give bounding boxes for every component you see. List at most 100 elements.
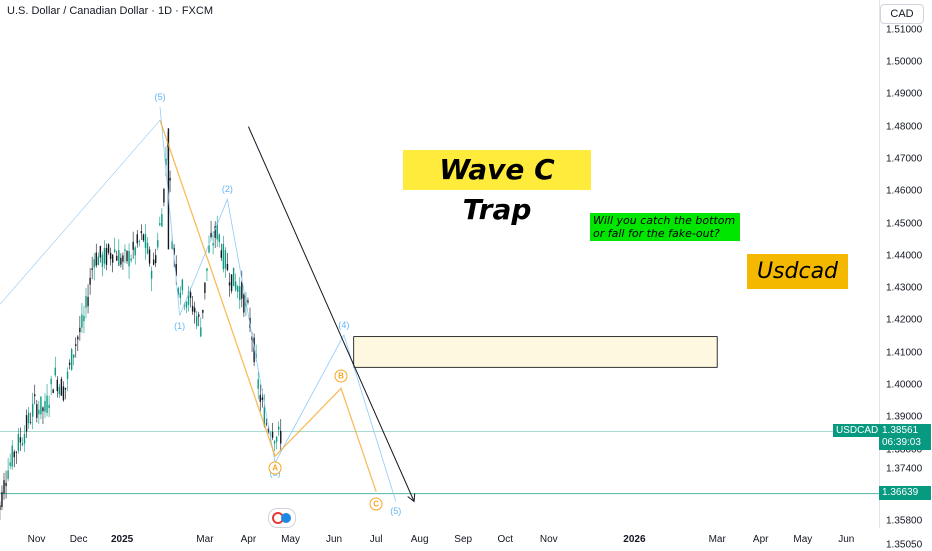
time-tick: May — [793, 534, 813, 545]
candle — [11, 445, 13, 467]
price-tag-value: 1.36639 — [882, 486, 919, 498]
candle — [124, 249, 126, 251]
candle — [222, 243, 225, 270]
candle — [91, 268, 93, 270]
candle — [52, 389, 54, 393]
candle — [42, 407, 44, 412]
price-tag: 1.36639 — [879, 485, 931, 500]
question-note: Will you catch the bottom or fall for th… — [590, 213, 740, 241]
price-tick: 1.40000 — [886, 379, 923, 391]
candle — [66, 371, 69, 380]
price-tick: 1.47000 — [886, 153, 923, 165]
candle — [128, 251, 130, 267]
candle — [101, 254, 104, 267]
candle — [232, 267, 235, 287]
candle — [70, 349, 73, 370]
candle — [161, 214, 163, 227]
time-tick: Mar — [708, 534, 726, 545]
candle — [196, 316, 198, 327]
currency-button[interactable]: CAD — [880, 4, 924, 24]
candle — [36, 404, 38, 418]
candle — [56, 379, 59, 392]
candle — [13, 451, 15, 458]
price-tag-value: 1.38561 — [882, 424, 919, 436]
candle — [46, 395, 48, 413]
candle — [130, 258, 132, 261]
candle — [142, 234, 145, 241]
candle — [218, 234, 220, 242]
price-tick: 1.46000 — [886, 185, 923, 197]
time-tick: Jun — [325, 534, 343, 545]
candle — [9, 462, 11, 466]
candle — [146, 242, 149, 254]
candle — [189, 292, 192, 298]
candle — [253, 337, 255, 363]
price-tick: 1.42000 — [886, 314, 923, 326]
time-tick: Mar — [196, 534, 214, 545]
candle — [132, 241, 134, 250]
candle — [163, 189, 165, 203]
candle — [116, 255, 118, 261]
wave-label: (1) — [174, 320, 186, 331]
candle — [152, 259, 155, 265]
candle — [224, 250, 227, 269]
abc-label: C — [369, 497, 383, 511]
candle — [40, 396, 42, 415]
candle — [140, 231, 143, 234]
candle — [64, 387, 67, 390]
candle — [228, 282, 231, 286]
candle — [103, 247, 106, 264]
candle — [134, 247, 136, 256]
candle — [200, 327, 202, 337]
candle — [32, 403, 34, 417]
candle — [173, 248, 175, 255]
candle — [208, 245, 210, 253]
candle — [257, 379, 259, 389]
candle — [204, 282, 206, 294]
wave-label: (4) — [338, 320, 350, 330]
question-line-2: or fall for the fake-out? — [593, 227, 720, 240]
candle — [34, 394, 36, 397]
time-tick: 2025 — [110, 534, 134, 545]
candle — [177, 288, 179, 295]
wave-label: (5) — [154, 92, 166, 103]
abc-label: A — [268, 461, 282, 475]
candle — [280, 430, 282, 444]
candle — [122, 255, 124, 262]
time-tick: Nov — [539, 534, 558, 545]
candle — [38, 409, 40, 415]
candle — [261, 397, 264, 400]
candle — [148, 249, 151, 264]
wave-label: (5) — [390, 506, 402, 517]
candle — [159, 223, 161, 226]
candle — [241, 282, 243, 299]
candle — [5, 482, 7, 487]
candle — [73, 354, 75, 358]
price-tick: 1.41000 — [886, 347, 923, 359]
candle — [48, 404, 50, 409]
candle — [15, 451, 18, 453]
tradingview-logo[interactable] — [268, 508, 296, 528]
time-tick: Nov — [27, 534, 46, 545]
candle — [230, 274, 233, 292]
price-tick: 1.37400 — [886, 463, 923, 475]
price-tick: 1.45000 — [886, 218, 923, 230]
candle — [0, 505, 1, 510]
time-tick: May — [281, 534, 300, 545]
candle — [265, 423, 268, 425]
candle — [214, 226, 216, 238]
candle — [111, 254, 114, 263]
price-tick: 1.44000 — [886, 250, 923, 262]
candle — [193, 307, 196, 313]
candle — [185, 302, 188, 308]
price-tick: 1.35050 — [886, 539, 923, 551]
candle — [206, 268, 208, 271]
candle — [75, 344, 77, 346]
candle — [58, 386, 61, 395]
time-tick: Jun — [838, 534, 855, 545]
candle — [81, 314, 83, 328]
candles — [0, 128, 282, 520]
candle — [19, 437, 22, 443]
price-tick: 1.48000 — [886, 121, 923, 133]
